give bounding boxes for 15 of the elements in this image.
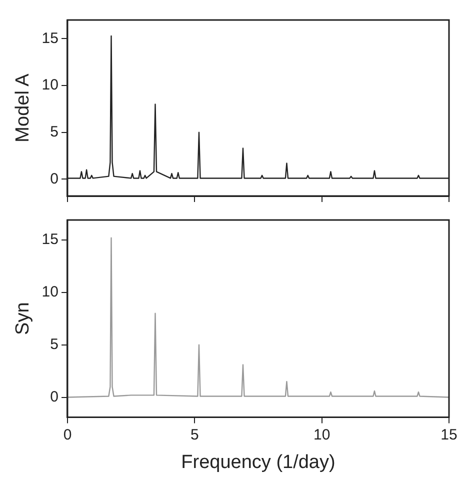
y-tick-label: 0 xyxy=(50,388,58,406)
y-tick-label: 5 xyxy=(50,123,58,140)
y-tick-label: 10 xyxy=(42,76,58,94)
x-tick-label: 15 xyxy=(440,426,458,444)
x-tick-label: 5 xyxy=(190,426,199,444)
y-tick-label: 15 xyxy=(42,231,58,248)
y-tick-label: 15 xyxy=(42,30,58,47)
y-axis-title: Model A xyxy=(12,73,34,142)
y-tick-label: 10 xyxy=(42,284,58,301)
y-tick-label: 5 xyxy=(50,336,58,353)
x-tick-label: 10 xyxy=(313,426,330,444)
x-axis-title: Frequency (1/day) xyxy=(181,452,336,473)
y-tick-label: 0 xyxy=(50,170,58,188)
x-tick-label: 0 xyxy=(63,426,72,444)
y-axis-title: Syn xyxy=(12,302,34,335)
